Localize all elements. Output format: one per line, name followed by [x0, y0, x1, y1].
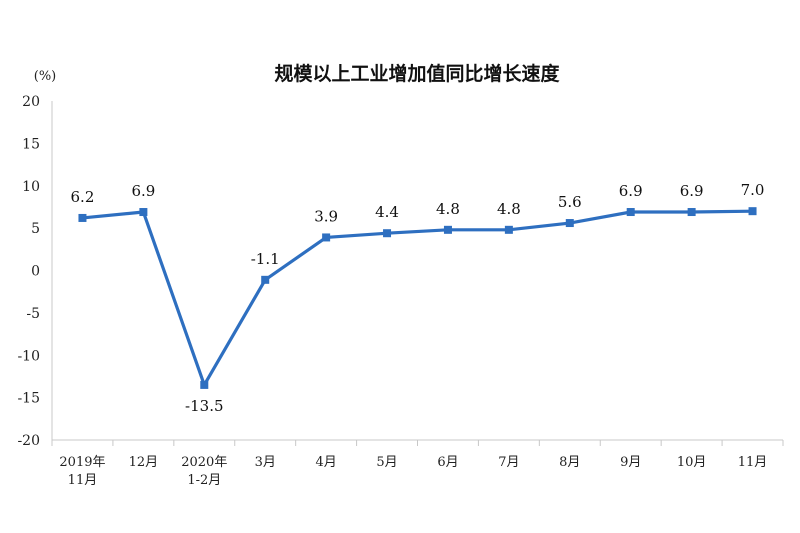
data-label: 5.6	[558, 193, 582, 211]
data-label: 4.4	[375, 203, 399, 221]
y-tick-label: 0	[31, 264, 40, 280]
x-tick-label: 12月	[129, 455, 159, 470]
x-tick-label: 10月	[677, 455, 707, 470]
y-tick-label: -20	[17, 433, 40, 449]
data-label: 4.8	[436, 200, 460, 218]
series-line	[82, 209, 753, 389]
data-point-marker	[504, 225, 513, 234]
data-label: -1.1	[251, 250, 280, 268]
x-tick-label: 2019年 11月	[59, 455, 105, 488]
data-label: 3.9	[314, 207, 338, 225]
data-label: 7.0	[741, 181, 765, 199]
y-axis-unit-label: (%)	[34, 69, 57, 84]
y-axis: 20 15 10 5 0 -5 -10 -15 -20	[17, 94, 53, 449]
x-tick-label: 7月	[498, 455, 519, 470]
data-label: 6.9	[619, 182, 643, 200]
y-tick-label: 10	[22, 179, 40, 195]
data-point-marker	[322, 233, 331, 242]
data-label: 6.2	[71, 188, 95, 206]
data-point-marker	[443, 225, 452, 234]
y-tick-label: -15	[17, 391, 40, 407]
data-label: -13.5	[185, 397, 223, 415]
x-tick-label: 3月	[255, 455, 276, 470]
x-axis: 2019年 11月 12月 2020年 1-2月 3月 4月 5月 6月 7月 8月 9月 10月 11月	[51, 439, 784, 488]
data-label: 6.9	[680, 182, 704, 200]
x-tick-label: 5月	[376, 455, 397, 470]
data-point-marker	[748, 207, 757, 216]
x-tick-label: 4月	[315, 455, 336, 470]
data-point-marker	[626, 208, 635, 217]
series-layer	[78, 207, 757, 389]
x-tick-label: 9月	[620, 455, 641, 470]
data-point-marker	[78, 213, 87, 222]
y-tick-label: 5	[31, 221, 40, 237]
data-label: 6.9	[131, 182, 155, 200]
data-point-marker	[261, 275, 270, 284]
y-tick-label: 20	[22, 94, 40, 110]
x-tick-label: 8月	[559, 455, 580, 470]
data-point-marker	[200, 380, 209, 389]
x-tick-label: 2020年 1-2月	[181, 455, 227, 488]
data-label-layer: 6.2 6.9 -13.5 -1.1 3.9 4.4 4.8 4.8 5.6 6.9 6.9 7.0	[71, 181, 765, 415]
data-label: 4.8	[497, 200, 521, 218]
y-tick-label: -10	[17, 348, 40, 364]
x-tick-label: 6月	[437, 455, 458, 470]
chart-title: 规模以上工业增加值同比增长速度	[274, 62, 560, 85]
y-tick-label: 15	[22, 136, 40, 152]
data-point-marker	[383, 229, 392, 238]
data-point-marker	[687, 208, 696, 217]
data-point-marker	[139, 208, 148, 217]
x-tick-label: 11月	[738, 455, 768, 470]
data-point-marker	[565, 219, 574, 228]
y-tick-label: -5	[26, 306, 40, 322]
